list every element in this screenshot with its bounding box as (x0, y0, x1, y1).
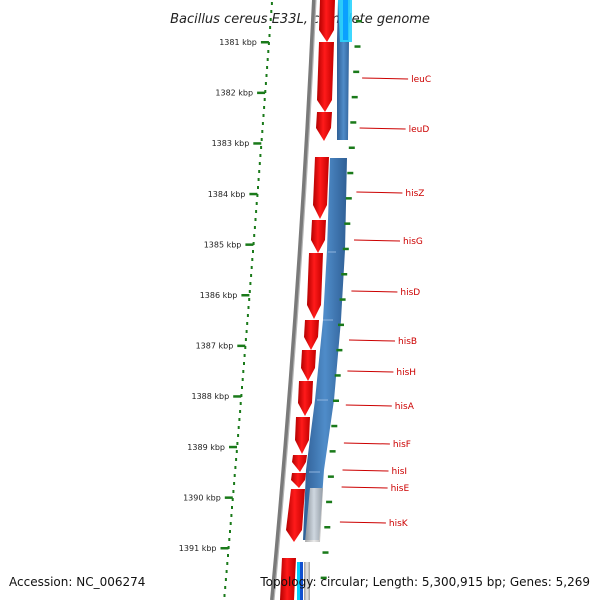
gene-label-hisI[interactable]: hisI (392, 467, 408, 477)
ruler-tick-label: 1383 kbp (212, 139, 250, 148)
ruler-tick-label: 1391 kbp (179, 544, 217, 553)
gene-label-hisZ[interactable]: hisZ (405, 189, 424, 199)
gene-arrow-leuD (316, 112, 332, 141)
ruler-tick-label: 1385 kbp (204, 240, 242, 249)
gene-arrow-leuC (317, 42, 334, 112)
gene-label-hisF[interactable]: hisF (393, 440, 411, 450)
cds-track (280, 0, 335, 600)
accession-label: Accession: NC_006274 (9, 575, 145, 589)
gene-label-hisA[interactable]: hisA (395, 402, 415, 412)
gene-arrow-hisB (304, 320, 319, 350)
ruler-tick-label: 1384 kbp (208, 190, 246, 199)
ruler-track (223, 2, 273, 597)
gene-arrow (319, 0, 335, 42)
gene-arrow-hisI (292, 455, 307, 472)
ruler-tick-label: 1389 kbp (187, 443, 225, 452)
ruler-tick-label: 1386 kbp (200, 291, 238, 300)
gene-labels: leuC leuD hisZ hisG hisD hisB hisH hisA hisF hisI… (339, 75, 431, 529)
gene-arrow (280, 558, 296, 600)
gene-arrow-hisZ (313, 157, 329, 219)
outer-ticks (320, 20, 362, 580)
gene-label-leuD[interactable]: leuD (409, 125, 430, 135)
gene-arrow-hisA (298, 381, 313, 416)
gene-label-leuC[interactable]: leuC (411, 75, 431, 85)
ruler-ticks: 1381 kbp 1382 kbp 1383 kbp 1384 kbp 1385 kbp… (179, 38, 269, 553)
gene-arrow-hisG (311, 220, 326, 253)
ruler-tick-label: 1382 kbp (215, 89, 253, 98)
gene-label-hisK[interactable]: hisK (389, 519, 409, 529)
genome-summary: Topology: circular; Length: 5,300,915 bp… (259, 575, 590, 589)
gene-arrow-hisD (307, 253, 323, 319)
gene-label-hisH[interactable]: hisH (396, 368, 416, 378)
gene-label-hisE[interactable]: hisE (391, 484, 410, 494)
gene-label-hisD[interactable]: hisD (400, 288, 420, 298)
map-title: Bacillus cereus E33L, complete genome (170, 12, 430, 27)
backbone-ring (270, 0, 317, 600)
ruler-tick-label: 1388 kbp (191, 392, 229, 401)
gene-arrow-hisE (291, 473, 306, 488)
ruler-tick-label: 1387 kbp (196, 342, 234, 351)
gene-arrow-hisF (295, 417, 310, 454)
gene-label-hisG[interactable]: hisG (403, 237, 423, 247)
ruler-tick-label: 1390 kbp (183, 493, 221, 502)
ruler-tick-label: 1381 kbp (219, 38, 257, 47)
gene-arrow-hisH (301, 350, 316, 381)
gc-skew-track (303, 0, 352, 542)
gene-label-hisB[interactable]: hisB (398, 337, 417, 347)
gene-arrow-hisK (286, 489, 305, 542)
